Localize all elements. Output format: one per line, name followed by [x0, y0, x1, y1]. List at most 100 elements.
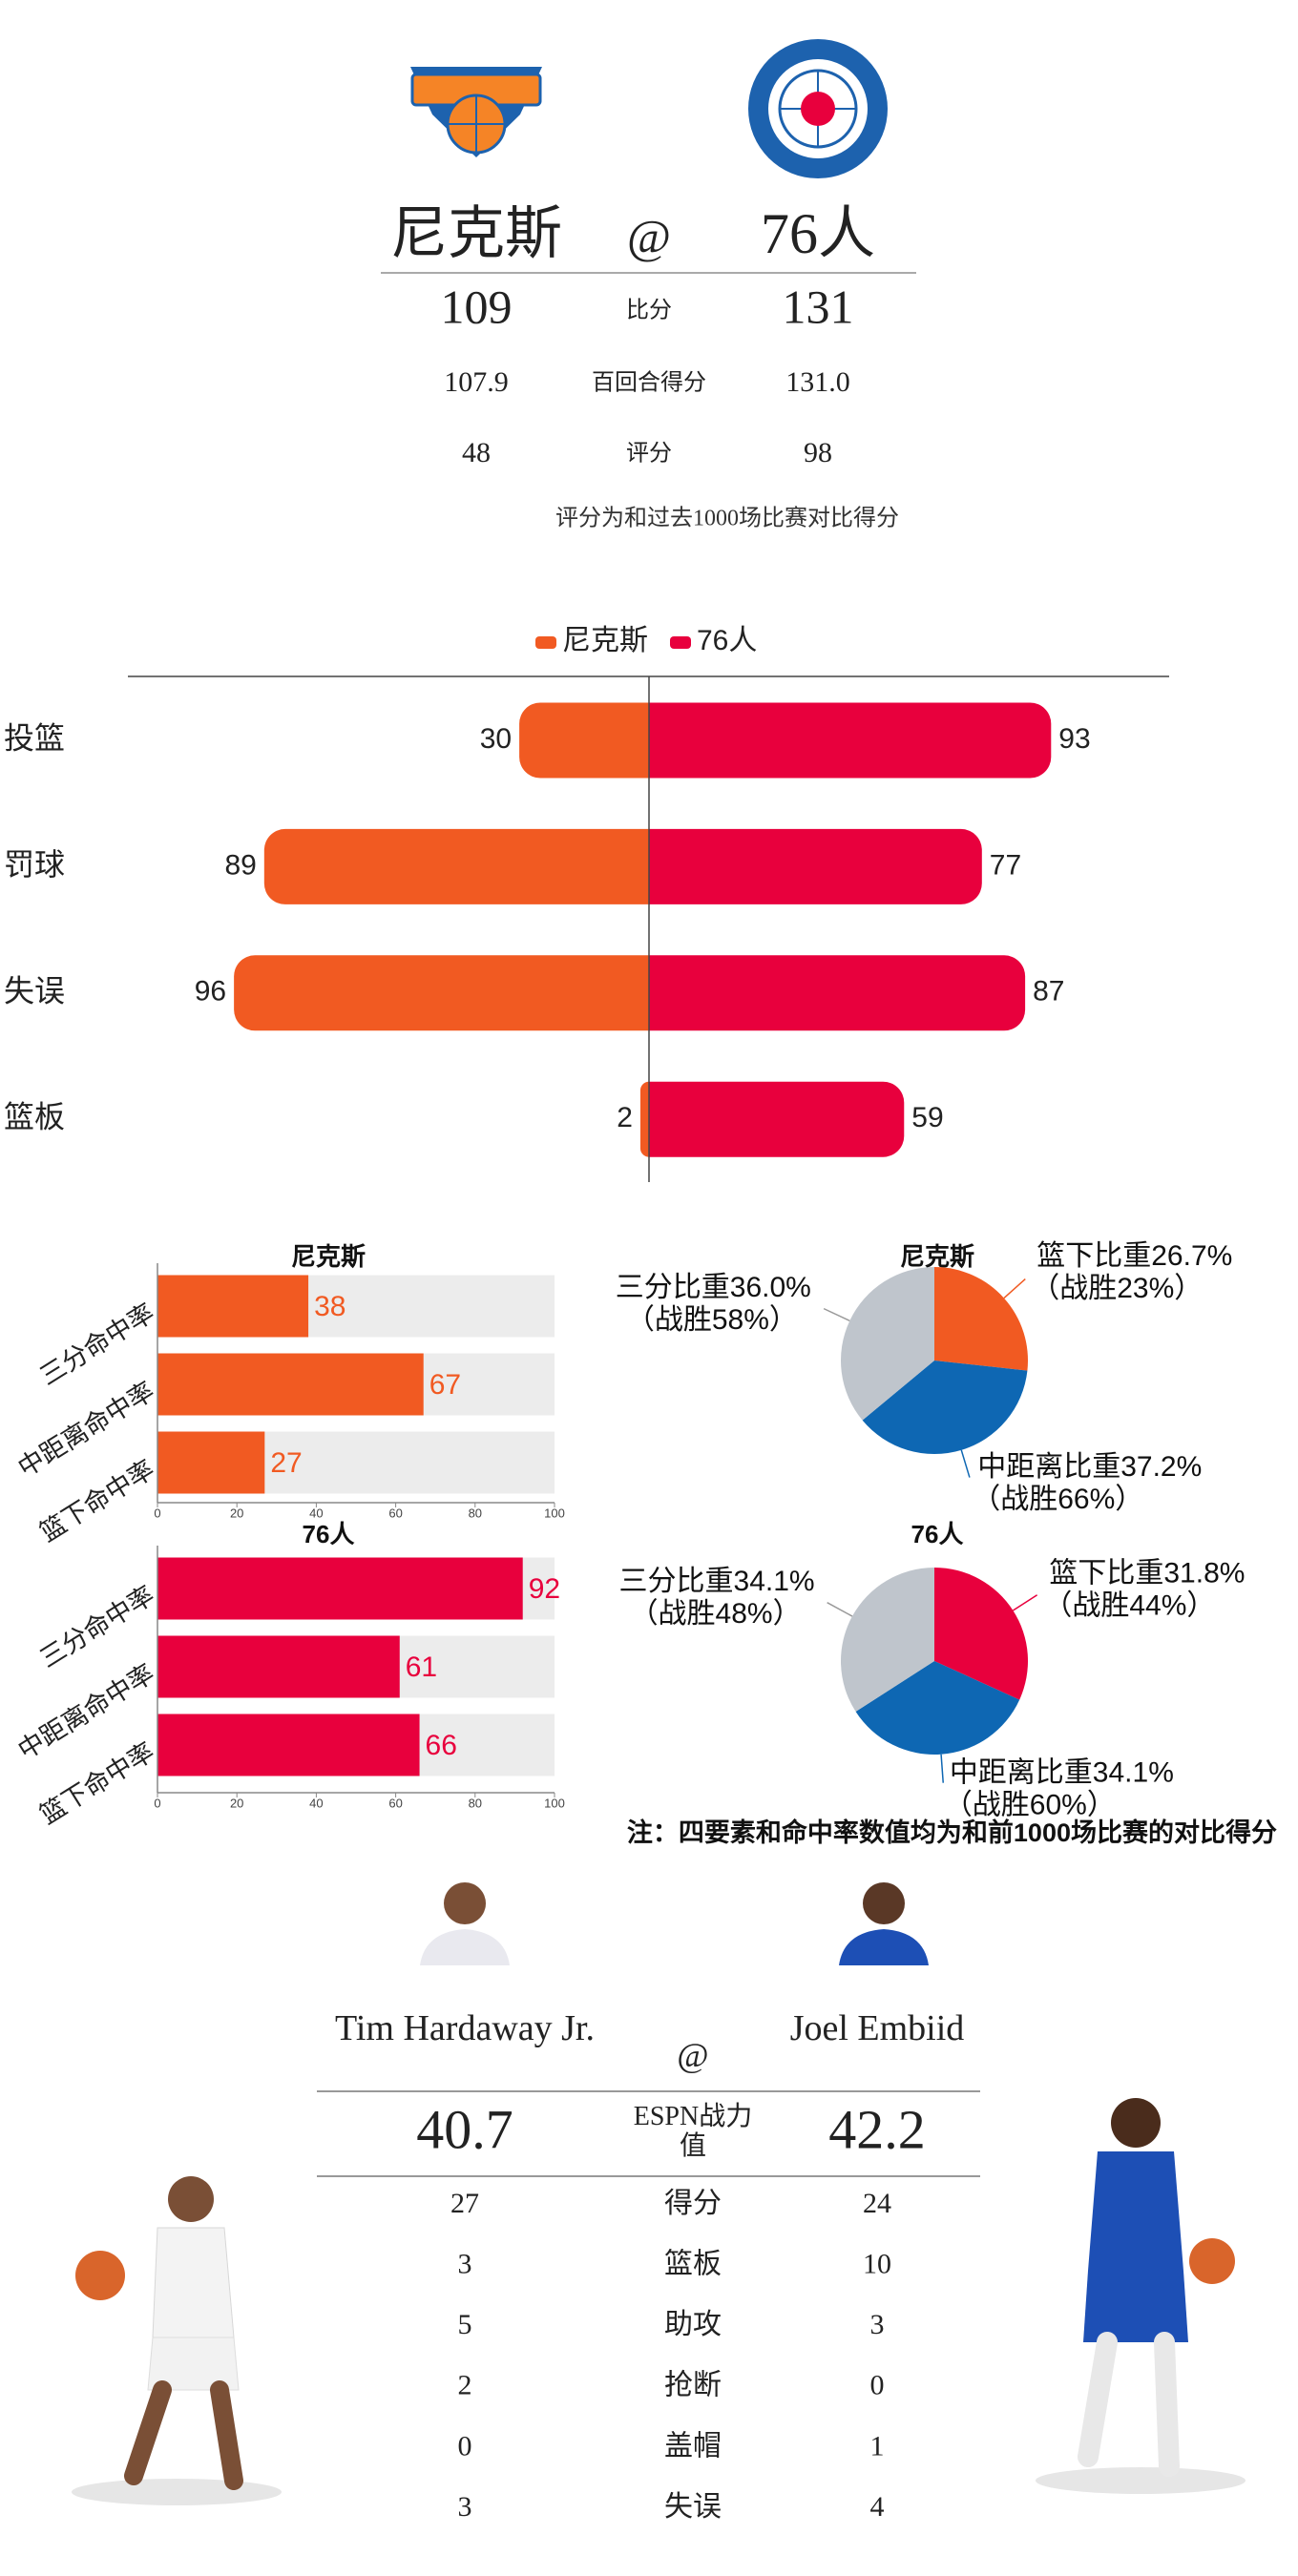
value-label: 96: [195, 976, 226, 1008]
bar: [157, 1275, 309, 1338]
home-team: 尼克斯: [390, 202, 562, 265]
home-player-value: 3: [458, 2248, 472, 2279]
x-tick-label: 20: [230, 1796, 243, 1810]
value-label: 67: [429, 1369, 461, 1401]
pie-slice: [862, 1361, 1028, 1454]
bar: [234, 955, 649, 1031]
slice-label: 中距离比重37.2%: [977, 1451, 1202, 1483]
away-score: 131: [783, 280, 854, 333]
value-label: 30: [480, 723, 512, 755]
leader-line: [960, 1449, 971, 1478]
slice-label: 篮下比重31.8%: [1049, 1557, 1245, 1589]
score-label: 比分: [626, 298, 672, 323]
chart-title: 尼克斯: [900, 1242, 974, 1271]
home-player-value: 2: [458, 2370, 472, 2401]
away-headshot: [839, 1882, 929, 1965]
value-label: 27: [270, 1447, 302, 1479]
score-label: 百回合得分: [592, 370, 706, 396]
stat-label: 抢断: [664, 2370, 722, 2401]
value-label: 87: [1033, 976, 1064, 1008]
x-tick-label: 0: [154, 1506, 160, 1520]
home-player-value: 5: [458, 2309, 472, 2340]
bar: [519, 702, 649, 779]
away-player-figure: [1036, 2098, 1246, 2494]
home-player-value: 3: [458, 2491, 472, 2523]
home-player-value: 40.7: [416, 2098, 513, 2160]
pie-slice: [934, 1568, 1028, 1700]
x-tick-label: 0: [154, 1796, 160, 1810]
x-tick-label: 40: [309, 1506, 323, 1520]
bar: [649, 1081, 905, 1157]
chart-note: 注：四要素和命中率数值均为和前1000场比赛的对比得分: [627, 1818, 1277, 1847]
away-score: 131.0: [785, 366, 850, 398]
bar: [157, 1353, 424, 1416]
bar: [157, 1714, 420, 1776]
away-player-value: 42.2: [828, 2098, 926, 2160]
value-label: 93: [1058, 723, 1090, 755]
away-player-value: 10: [863, 2248, 891, 2279]
category-label: 篮下命中率: [35, 1455, 159, 1548]
player-at: @: [677, 2036, 709, 2074]
away-score: 98: [804, 437, 832, 468]
value-label: 92: [529, 1573, 560, 1605]
category-label: 篮板: [4, 1100, 65, 1134]
x-tick-label: 100: [544, 1796, 565, 1810]
x-tick-label: 60: [388, 1506, 402, 1520]
category-label: 篮下命中率: [35, 1737, 159, 1830]
legend-swatch: [670, 636, 691, 649]
home-score: 48: [462, 437, 491, 468]
pie-slice: [840, 1267, 934, 1421]
value-label: 89: [224, 849, 256, 881]
legend-label: 76人: [697, 625, 757, 656]
value-label: 66: [426, 1730, 457, 1761]
leader-line: [827, 1602, 853, 1617]
category-label: 三分命中率: [35, 1298, 159, 1391]
home-score: 109: [441, 280, 513, 333]
away-team: 76人: [761, 202, 875, 265]
x-tick-label: 80: [469, 1796, 482, 1810]
value-label: 38: [314, 1291, 345, 1322]
at-sign: @: [627, 209, 671, 262]
home-player-value: 27: [450, 2188, 479, 2219]
pie-slice: [934, 1267, 1028, 1371]
home-headshot: [420, 1882, 510, 1965]
away-player-value: 3: [870, 2309, 885, 2340]
x-tick-label: 20: [230, 1506, 243, 1520]
pie-slice: [840, 1568, 934, 1713]
slice-label: 三分比重34.1%: [619, 1566, 815, 1597]
x-tick-label: 60: [388, 1796, 402, 1810]
slice-sublabel: （战胜44%）: [1043, 1589, 1215, 1621]
pie-slice: [855, 1661, 1020, 1755]
bar: [263, 828, 649, 904]
stat-label: 盖帽: [664, 2430, 722, 2462]
stat-label: 失误: [664, 2491, 722, 2523]
bar: [649, 828, 982, 904]
away-player-value: 1: [870, 2430, 885, 2462]
home-player-name: Tim Hardaway Jr.: [335, 2008, 595, 2048]
slice-sublabel: （战胜66%）: [972, 1484, 1143, 1515]
slice-label: 中距离比重34.1%: [950, 1757, 1174, 1789]
x-tick-label: 80: [469, 1506, 482, 1520]
away-player-value: 0: [870, 2370, 885, 2401]
espn-label: ESPN战力值: [633, 2102, 753, 2161]
sixers-logo: [748, 39, 888, 178]
away-player-value: 4: [870, 2491, 885, 2523]
leader-line: [823, 1307, 850, 1322]
slice-sublabel: （战胜23%）: [1031, 1273, 1203, 1304]
bar: [639, 1081, 649, 1157]
stat-label: 得分: [664, 2188, 722, 2219]
slice-sublabel: （战胜60%）: [944, 1790, 1116, 1821]
slice-label: 篮下比重26.7%: [1036, 1240, 1232, 1272]
slice-label: 三分比重36.0%: [616, 1272, 811, 1303]
home-player-figure: [72, 2176, 282, 2505]
slice-sublabel: （战胜58%）: [626, 1304, 798, 1336]
home-player-value: 0: [458, 2430, 472, 2462]
category-label: 三分命中率: [35, 1581, 159, 1673]
value-label: 77: [990, 849, 1021, 881]
bar: [157, 1557, 523, 1620]
chart-title: 76人: [911, 1520, 964, 1548]
bar: [157, 1635, 400, 1698]
leader-line: [1003, 1278, 1026, 1299]
score-note: 评分为和过去1000场比赛对比得分: [555, 506, 899, 531]
stat-label: 篮板: [664, 2248, 722, 2279]
